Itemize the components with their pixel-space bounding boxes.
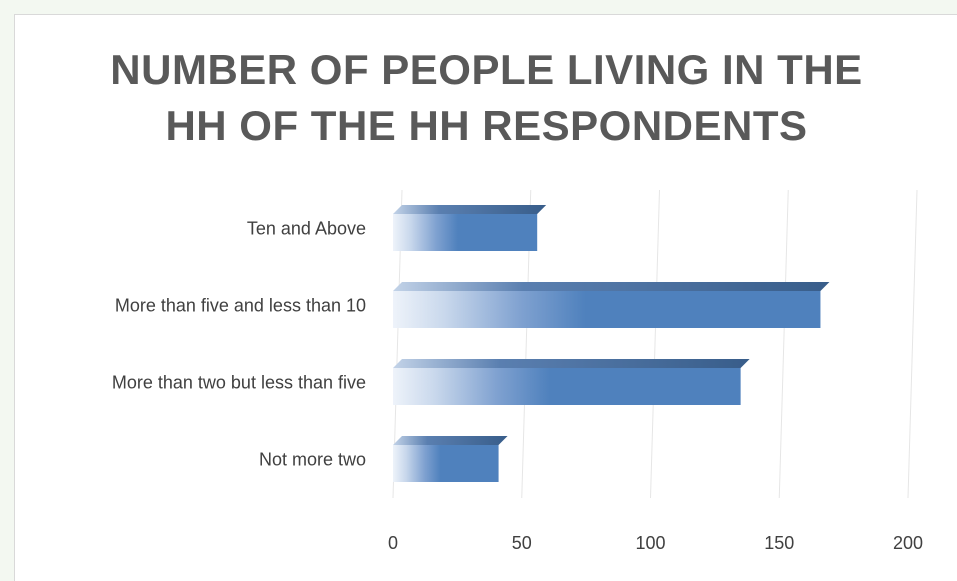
x-tick-label: 0 — [388, 533, 398, 553]
bar-front-face — [393, 368, 741, 405]
bar — [393, 359, 750, 405]
chart-title: NUMBER OF PEOPLE LIVING IN THE HH OF THE… — [110, 46, 863, 149]
category-label: More than five and less than 10 — [115, 296, 366, 316]
bar-top-face — [393, 205, 547, 214]
bar-front-face — [393, 291, 821, 328]
x-tick-label: 50 — [512, 533, 532, 553]
gridline — [650, 189, 660, 499]
x-tick-label: 200 — [893, 533, 923, 553]
x-tick-label: 150 — [764, 533, 794, 553]
bar — [393, 282, 830, 328]
bar-top-face — [393, 436, 508, 445]
category-label: Not more two — [259, 450, 366, 470]
gridline — [907, 189, 918, 499]
bar-front-face — [393, 445, 499, 482]
bar-top-face — [393, 359, 750, 368]
x-tick-label: 100 — [635, 533, 665, 553]
bar — [393, 436, 508, 482]
bar — [393, 205, 547, 251]
category-label: More than two but less than five — [112, 373, 366, 393]
bar-top-face — [393, 282, 830, 291]
bar-front-face — [393, 214, 538, 251]
gridline — [778, 189, 789, 499]
category-label: Ten and Above — [247, 219, 366, 239]
